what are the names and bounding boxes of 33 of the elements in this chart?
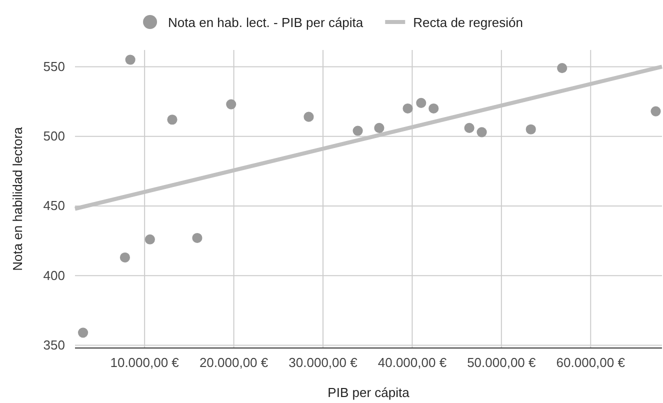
y-axis-title: Nota en habilidad lectora: [10, 126, 25, 271]
point: [120, 252, 130, 263]
point: [526, 124, 536, 134]
x-tick-label: 10.000,00 €: [110, 355, 180, 370]
y-tick-label: 500: [43, 128, 65, 144]
point: [557, 63, 568, 74]
y-tick-label: 400: [43, 268, 65, 283]
point: [78, 328, 88, 338]
x-tick-label: 20.000,00 €: [199, 355, 269, 370]
legend-label: Recta de regresión: [413, 15, 523, 30]
point: [226, 99, 236, 110]
point: [167, 114, 178, 125]
point: [125, 54, 136, 65]
y-tick-label: 350: [43, 337, 65, 352]
x-tick-label: 30.000,00 €: [288, 355, 358, 370]
y-tick-label: 450: [43, 198, 65, 214]
x-axis-title: PIB per cápita: [328, 385, 410, 400]
x-tick-label: 50.000,00 €: [467, 355, 537, 370]
point: [476, 127, 487, 138]
point: [144, 234, 155, 244]
y-tick-label: 550: [43, 58, 65, 74]
point: [352, 126, 363, 136]
point: [402, 103, 413, 114]
x-tick-label: 60.000,00 €: [556, 355, 626, 370]
point: [374, 122, 384, 134]
x-tick-label: 40.000,00 €: [378, 355, 448, 370]
point: [464, 122, 474, 134]
point: [416, 98, 426, 108]
legend-label: Nota en hab. lect. - PIB per cápita: [168, 15, 364, 30]
point: [304, 112, 314, 122]
point: [428, 103, 439, 114]
point: [650, 106, 661, 116]
point: [192, 232, 202, 244]
